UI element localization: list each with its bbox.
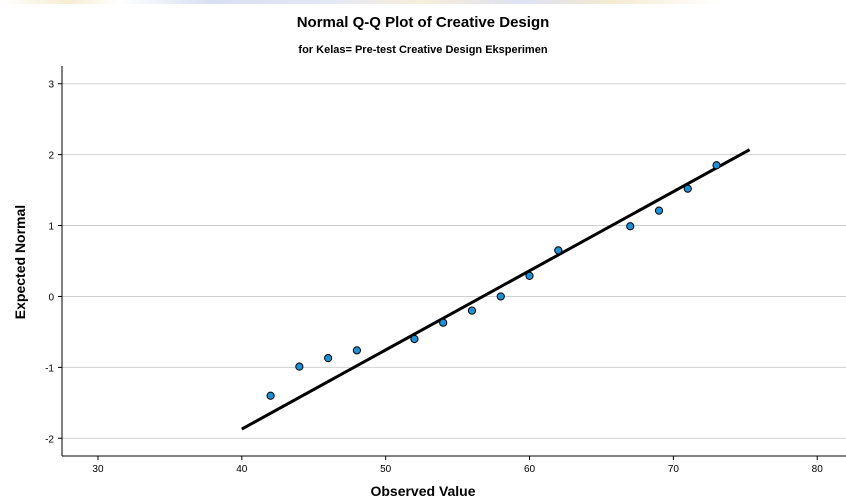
x-axis-label: Observed Value: [370, 483, 476, 499]
data-point: [467, 306, 477, 315]
data-point: [324, 354, 333, 363]
x-tick-label: 40: [236, 464, 248, 475]
data-point: [683, 184, 692, 193]
data-point: [352, 346, 361, 355]
y-axis-label: Expected Normal: [12, 204, 28, 320]
x-tick-label: 70: [668, 464, 680, 475]
chart-title: Normal Q-Q Plot of Creative Design: [296, 14, 550, 31]
data-point: [626, 222, 635, 231]
data-point: [712, 161, 721, 170]
x-tick-label: 50: [380, 464, 392, 475]
reference-line: [241, 148, 751, 431]
y-tick-label: -1: [45, 363, 54, 374]
data-point: [654, 206, 664, 215]
data-point: [496, 292, 505, 301]
data-point: [295, 362, 304, 371]
chart-subtitle: for Kelas= Pre-test Creative Design Eksp…: [298, 44, 548, 56]
data-point: [410, 334, 419, 344]
data-point: [554, 246, 563, 255]
data-point: [266, 391, 275, 400]
x-tick-label: 30: [92, 464, 104, 475]
y-tick-label: 2: [48, 151, 54, 162]
y-tick-label: -2: [45, 434, 54, 445]
y-tick-label: 3: [48, 80, 54, 91]
top-decoration-strip: [0, 0, 846, 4]
y-tick-label: 1: [48, 222, 54, 233]
data-point: [439, 318, 448, 327]
x-tick-label: 80: [812, 464, 824, 475]
y-tick-label: 0: [48, 292, 54, 303]
data-point: [525, 271, 534, 280]
x-tick-label: 60: [524, 464, 536, 475]
